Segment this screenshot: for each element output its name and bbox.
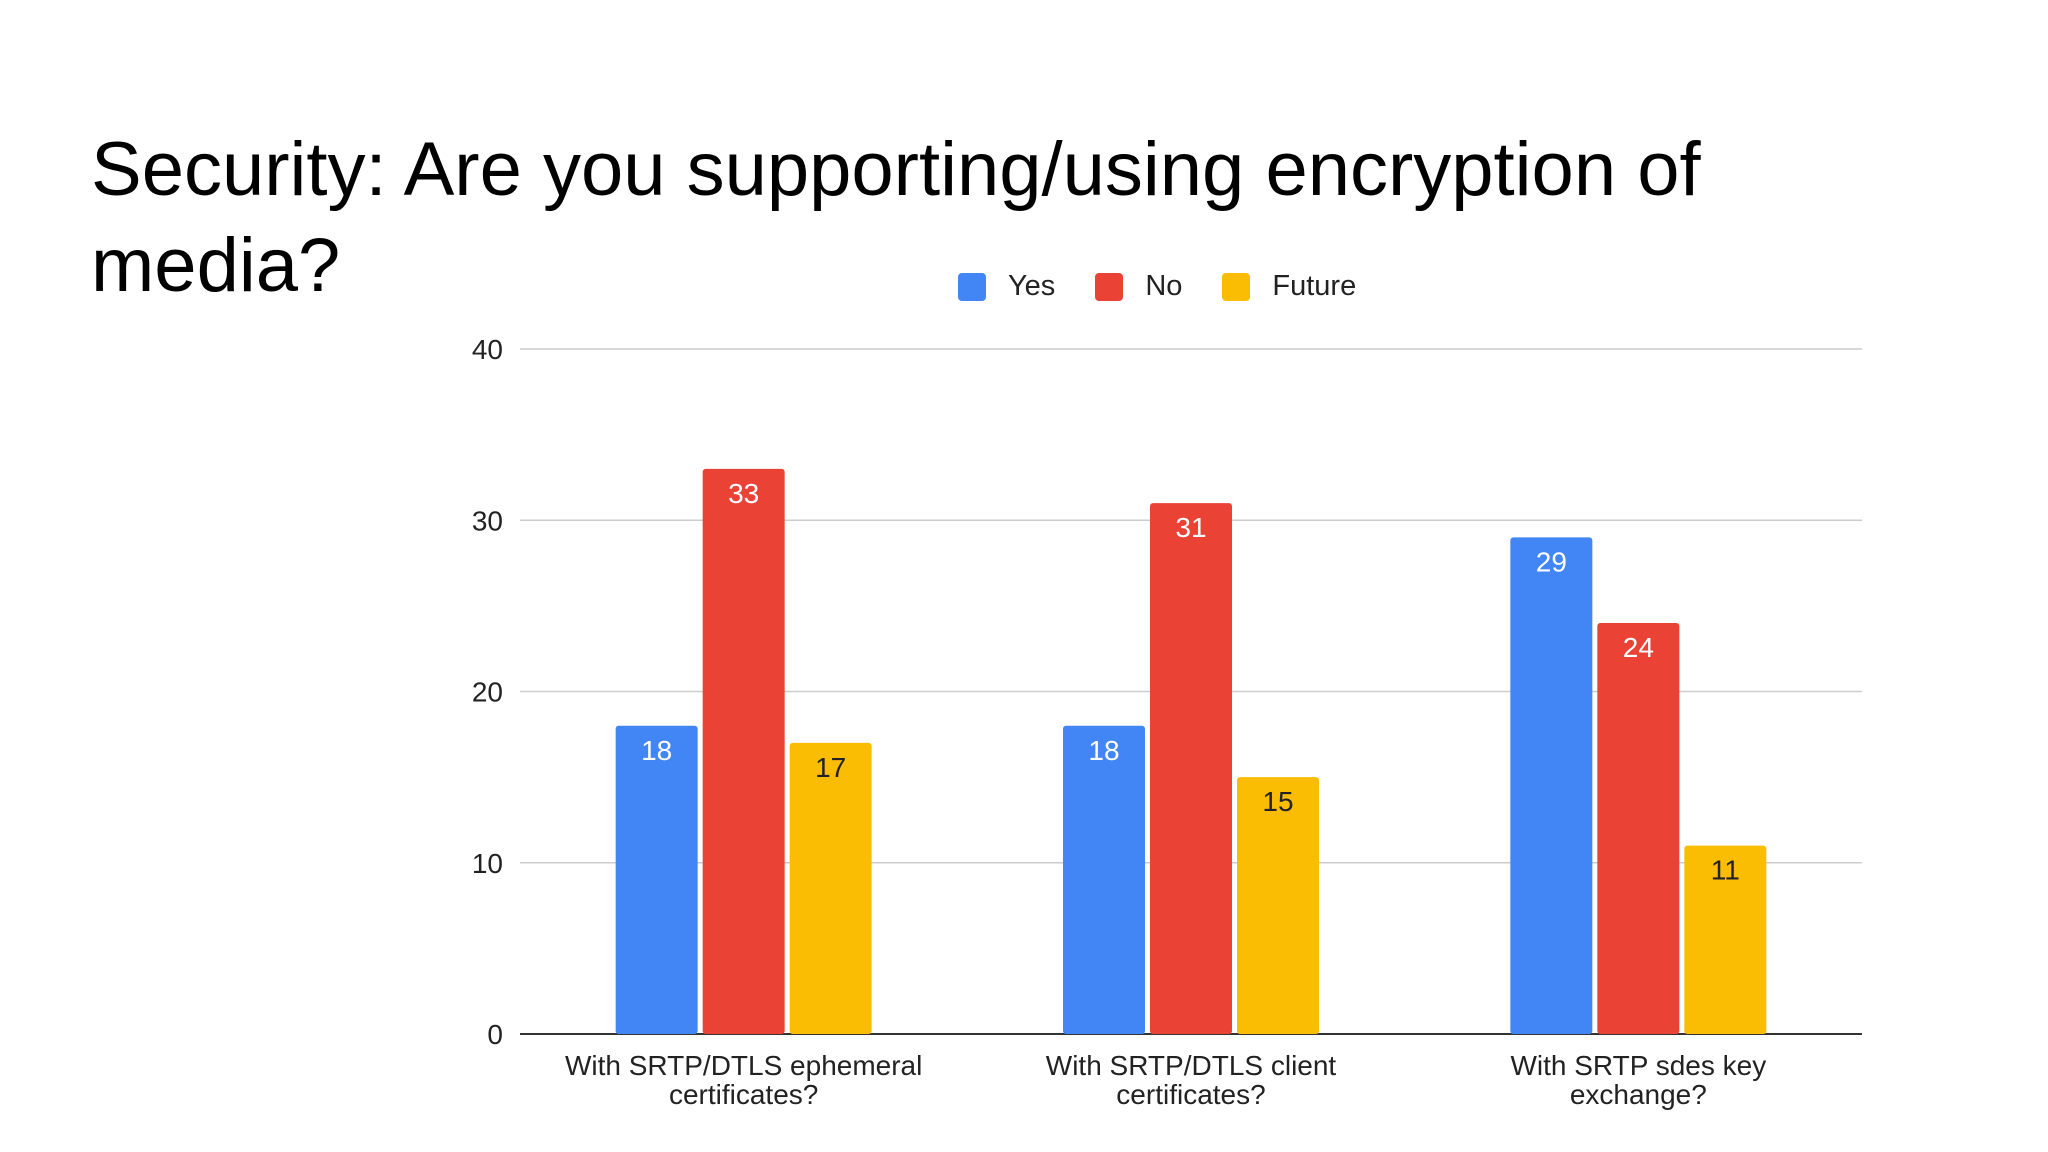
legend-label: No — [1145, 270, 1183, 302]
legend-item-yes: Yes — [958, 270, 1055, 303]
data-label: 29 — [1536, 546, 1567, 577]
bar-yes — [1510, 537, 1593, 1034]
bar-no — [702, 468, 785, 1034]
bar-future — [1684, 845, 1767, 1034]
legend-swatch — [1222, 272, 1251, 301]
y-tick-label: 0 — [487, 1019, 503, 1050]
y-tick-label: 40 — [472, 334, 503, 365]
x-category-label: With SRTP sdes key — [1510, 1050, 1766, 1081]
legend-label: Future — [1272, 270, 1357, 302]
y-tick-label: 20 — [472, 677, 503, 708]
bar-no — [1597, 623, 1680, 1034]
y-tick-label: 30 — [472, 505, 503, 536]
bar-yes — [1063, 725, 1145, 1034]
x-category-label: certificates? — [1116, 1079, 1265, 1110]
data-label: 18 — [641, 735, 672, 766]
data-label: 24 — [1623, 632, 1654, 663]
legend-swatch — [1095, 272, 1124, 301]
data-label: 11 — [1711, 855, 1740, 886]
data-label: 17 — [815, 752, 846, 783]
x-category-label: With SRTP/DTLS ephemeral — [565, 1050, 922, 1081]
legend-swatch — [958, 272, 986, 301]
legend-item-future: Future — [1222, 270, 1356, 303]
data-label: 18 — [1088, 735, 1119, 766]
x-category-label: With SRTP/DTLS client — [1046, 1050, 1337, 1081]
x-category-label: exchange? — [1570, 1079, 1707, 1110]
data-label: 15 — [1262, 786, 1293, 817]
chart-legend: Yes No Future — [958, 270, 1396, 303]
y-tick-label: 10 — [472, 848, 503, 879]
bar-future — [789, 742, 872, 1034]
legend-label: Yes — [1008, 270, 1056, 302]
legend-item-no: No — [1095, 270, 1182, 303]
slide-title: Security: Are you supporting/using encry… — [91, 127, 1701, 308]
bar-yes — [615, 725, 698, 1034]
data-label: 31 — [1175, 512, 1206, 543]
bar-future — [1237, 777, 1319, 1034]
data-label: 33 — [728, 478, 759, 509]
x-category-label: certificates? — [669, 1079, 818, 1110]
bar-no — [1150, 503, 1232, 1034]
